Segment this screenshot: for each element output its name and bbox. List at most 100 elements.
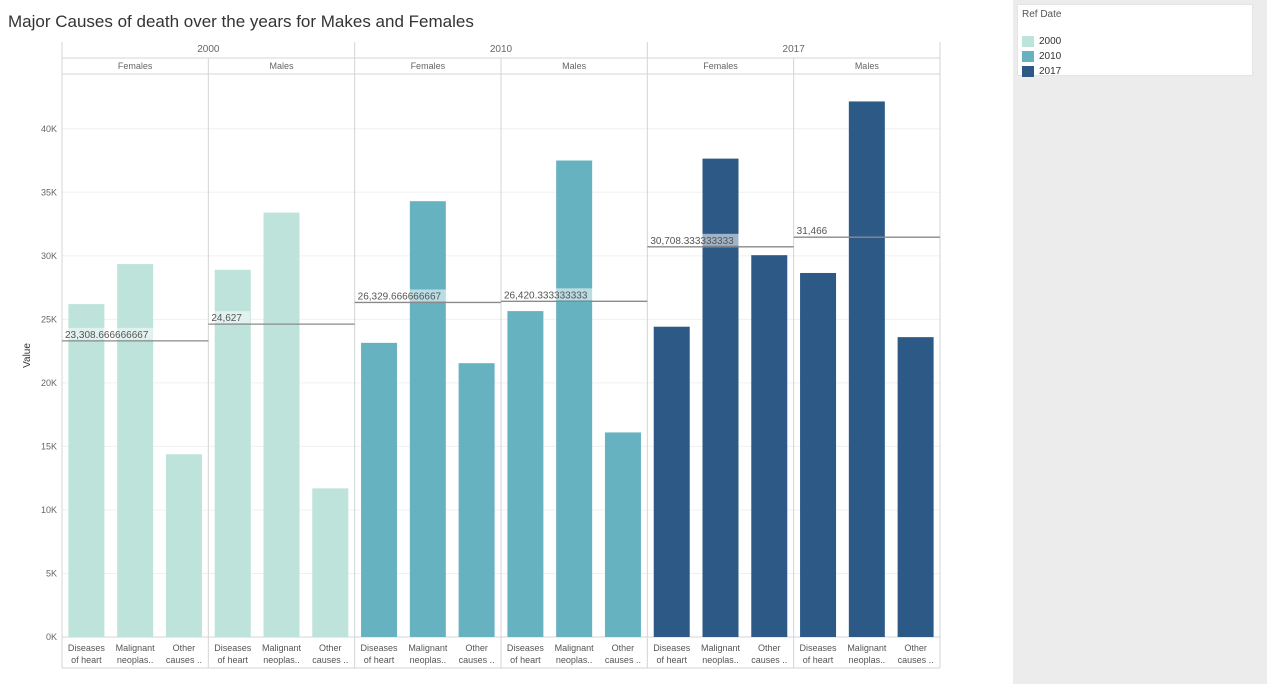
average-label: 31,466 <box>797 226 828 237</box>
x-tick-label: Diseases <box>800 643 838 653</box>
y-tick-label: 30K <box>41 251 57 261</box>
bar <box>117 264 154 637</box>
x-tick-label: Other <box>758 643 781 653</box>
average-label: 23,308.666666667 <box>65 330 149 341</box>
x-tick-label: Other <box>173 643 196 653</box>
average-label-bg <box>502 288 604 301</box>
bar <box>214 269 251 637</box>
x-tick-label: causes .. <box>312 655 348 665</box>
average-label-bg <box>648 233 750 246</box>
x-tick-label: Diseases <box>214 643 252 653</box>
y-tick-label: 15K <box>41 441 57 451</box>
y-tick-label: 40K <box>41 124 57 134</box>
x-tick-label: neoplas.. <box>263 655 300 665</box>
y-tick-label: 35K <box>41 187 57 197</box>
x-tick-label: causes .. <box>751 655 787 665</box>
legend-label: 2000 <box>1039 35 1062 47</box>
right-panel: Ref Date 2000 2010 2017 <box>1013 0 1267 684</box>
y-tick-label: 5K <box>46 568 57 578</box>
bar <box>458 363 495 637</box>
legend-swatch <box>1022 65 1034 77</box>
y-axis-title: Value <box>22 343 33 368</box>
x-tick-label: Diseases <box>361 643 399 653</box>
bar <box>653 326 690 637</box>
chart-area: Major Causes of death over the years for… <box>8 12 941 669</box>
x-tick-label: Malignant <box>701 643 741 653</box>
bar <box>409 201 446 638</box>
group-header: Females <box>703 61 738 71</box>
group-header: Males <box>269 61 294 71</box>
x-tick-label: causes .. <box>898 655 934 665</box>
x-tick-label: Diseases <box>68 643 106 653</box>
legend-swatch <box>1022 50 1034 62</box>
x-tick-label: causes .. <box>605 655 641 665</box>
x-tick-label: causes .. <box>459 655 495 665</box>
chart-title: Major Causes of death over the years for… <box>8 12 474 31</box>
x-tick-label: neoplas.. <box>702 655 739 665</box>
x-tick-label: Other <box>465 643 488 653</box>
average-label-bg <box>355 289 458 302</box>
x-tick-label: of heart <box>803 655 834 665</box>
y-tick-label: 0K <box>46 632 57 642</box>
legend-label: 2010 <box>1039 50 1062 62</box>
bar <box>604 432 641 637</box>
bar <box>702 158 739 638</box>
year-header: 2017 <box>783 44 806 55</box>
x-tick-label: neoplas.. <box>410 655 447 665</box>
bar <box>263 212 300 637</box>
x-tick-label: neoplas.. <box>117 655 154 665</box>
x-tick-label: Malignant <box>555 643 595 653</box>
x-tick-label: Malignant <box>408 643 448 653</box>
x-tick-label: of heart <box>656 655 687 665</box>
legend-item-2000[interactable]: 2000 <box>1022 35 1061 47</box>
legend-item-2017[interactable]: 2017 <box>1022 65 1061 77</box>
group-header: Females <box>118 61 153 71</box>
average-label: 26,329.666666667 <box>358 291 442 302</box>
x-tick-label: Other <box>319 643 342 653</box>
group-header: Males <box>562 61 587 71</box>
average-label-bg <box>209 311 250 324</box>
bar <box>897 337 934 637</box>
bar <box>800 272 837 637</box>
average-label: 30,708.333333333 <box>650 236 734 247</box>
x-tick-label: Diseases <box>653 643 691 653</box>
x-tick-label: causes .. <box>166 655 202 665</box>
legend-item-2010[interactable]: 2010 <box>1022 50 1061 62</box>
x-tick-label: Diseases <box>507 643 545 653</box>
x-tick-label: Other <box>612 643 635 653</box>
y-tick-label: 10K <box>41 505 57 515</box>
x-tick-label: Other <box>904 643 927 653</box>
legend-swatch <box>1022 35 1034 47</box>
bar <box>556 160 593 638</box>
x-tick-label: of heart <box>364 655 395 665</box>
bar <box>68 304 105 637</box>
y-tick-label: 25K <box>41 314 57 324</box>
group-header: Males <box>855 61 880 71</box>
bar <box>507 311 544 637</box>
x-tick-label: of heart <box>71 655 102 665</box>
legend-label: 2017 <box>1039 65 1062 77</box>
group-header: Females <box>411 61 446 71</box>
x-tick-label: of heart <box>510 655 541 665</box>
x-tick-label: of heart <box>217 655 248 665</box>
bar <box>165 454 202 637</box>
bar <box>361 342 398 637</box>
x-tick-label: Malignant <box>116 643 156 653</box>
x-tick-label: Malignant <box>262 643 302 653</box>
x-tick-label: neoplas.. <box>556 655 593 665</box>
year-header: 2010 <box>490 44 513 55</box>
legend: Ref Date 2000 2010 2017 <box>1017 4 1253 77</box>
bar <box>848 101 885 637</box>
legend-title: Ref Date <box>1022 9 1062 20</box>
bar <box>312 488 349 637</box>
average-label: 26,420.333333333 <box>504 290 588 301</box>
average-label-bg <box>794 224 836 237</box>
chart-svg: 0K 5K 10K 15K 20K 25K 30K 35K 40K Value 2000 Female… <box>22 42 941 669</box>
x-tick-label: Malignant <box>847 643 887 653</box>
average-label: 24,627 <box>211 313 242 324</box>
average-label-bg <box>63 327 165 340</box>
year-header: 2000 <box>197 44 220 55</box>
bar <box>751 255 788 637</box>
y-tick-label: 20K <box>41 378 57 388</box>
x-tick-label: neoplas.. <box>849 655 886 665</box>
